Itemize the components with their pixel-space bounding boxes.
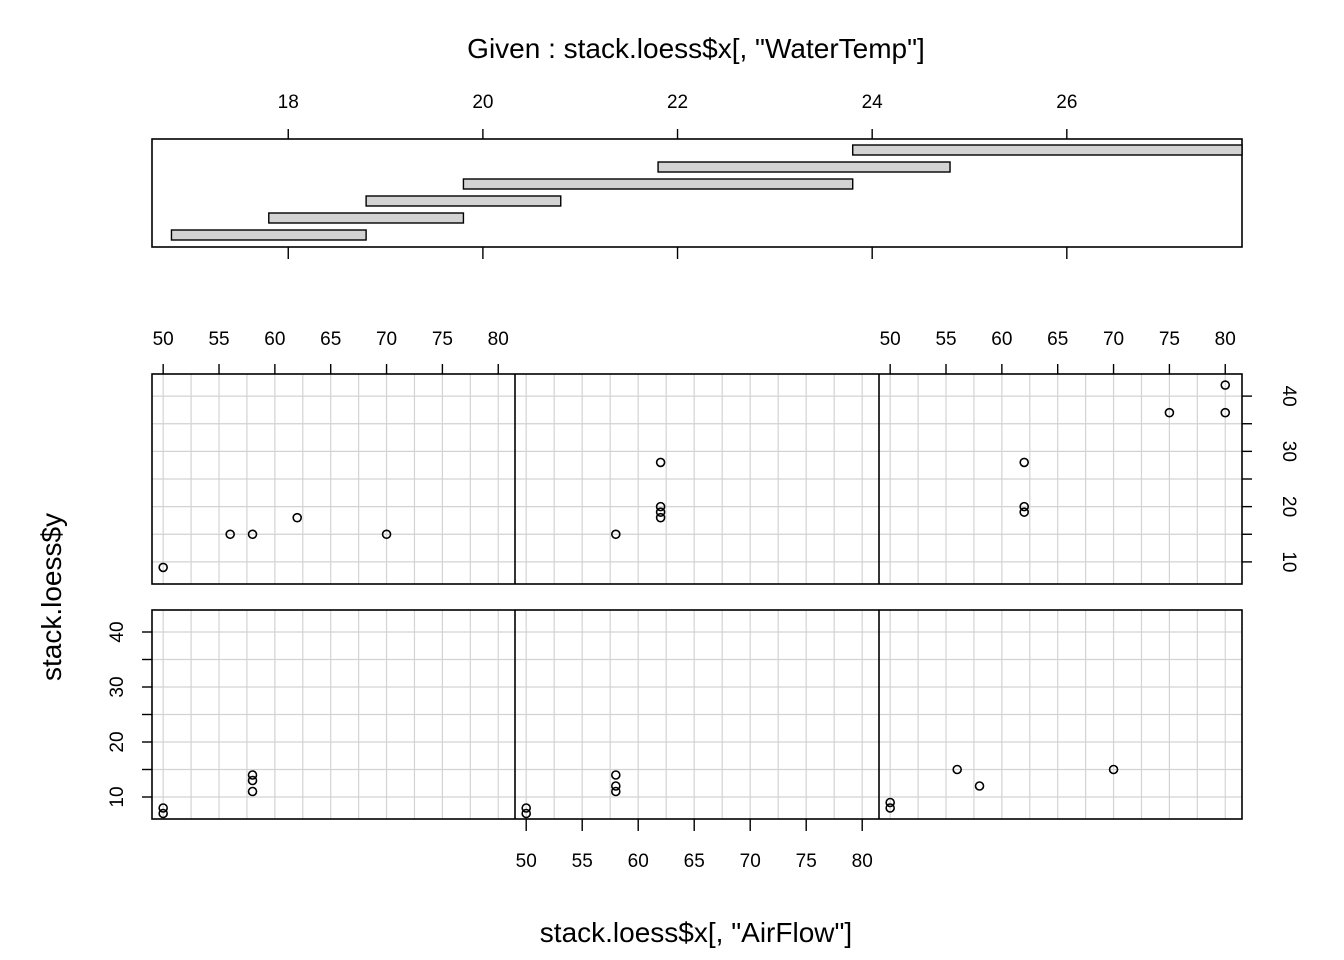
x-axis-tick-label: 80 <box>488 329 509 350</box>
data-point <box>610 529 621 540</box>
given-top-tick-label: 22 <box>667 92 688 113</box>
x-axis-tick-label: 50 <box>516 851 537 872</box>
y-axis-tick-label: 30 <box>107 676 128 697</box>
data-point <box>610 781 621 791</box>
x-axis-tick-label: 60 <box>991 329 1012 350</box>
given-interval-bar <box>462 178 854 190</box>
x-axis-tick-label: 75 <box>796 851 817 872</box>
given-top-tick-label: 18 <box>278 92 299 113</box>
data-point <box>1220 380 1231 390</box>
x-axis-tick-label: 65 <box>1047 329 1068 350</box>
y-axis-tick-label: 40 <box>1278 386 1299 407</box>
y-axis-tick-label: 30 <box>1278 441 1299 462</box>
x-axis-tick-label: 70 <box>1103 329 1124 350</box>
data-point <box>158 808 168 819</box>
x-axis-tick-label: 80 <box>852 851 873 872</box>
given-top-tick-label: 24 <box>862 92 884 113</box>
data-point <box>655 507 666 517</box>
x-axis-tick-label: 65 <box>320 329 341 350</box>
x-axis-tick-label: 75 <box>432 329 453 350</box>
data-point <box>247 529 258 540</box>
given-top-tick-label: 20 <box>472 92 493 113</box>
data-point <box>247 770 258 780</box>
data-point <box>158 803 168 813</box>
data-point <box>655 501 666 512</box>
data-point <box>655 512 666 523</box>
data-point <box>1019 507 1029 517</box>
given-interval-bar <box>170 229 367 241</box>
given-panel-frame <box>151 138 1243 248</box>
data-point <box>292 512 303 523</box>
y-axis-tick-label: 10 <box>107 786 128 807</box>
given-interval-bar <box>268 212 465 224</box>
data-point <box>247 786 258 797</box>
x-axis-tick-label: 80 <box>1215 329 1236 350</box>
x-axis-tick-label: 70 <box>376 329 397 350</box>
data-point <box>1019 457 1029 468</box>
data-point <box>381 529 392 540</box>
x-axis-tick-label: 55 <box>572 851 593 872</box>
x-axis-label: stack.loess$x[, "AirFlow"] <box>540 917 852 948</box>
y-axis-tick-label: 10 <box>1278 551 1299 572</box>
x-axis-tick-label: 70 <box>740 851 761 872</box>
data-point <box>952 764 962 775</box>
given-interval-bar <box>852 144 1243 156</box>
y-axis-tick-label: 40 <box>107 621 128 642</box>
data-point <box>974 781 985 791</box>
given-top-tick-label: 26 <box>1056 92 1077 113</box>
data-point <box>1220 407 1231 418</box>
data-point <box>610 786 621 797</box>
x-axis-tick-label: 75 <box>1159 329 1180 350</box>
data-point <box>158 562 168 573</box>
data-point <box>521 803 532 813</box>
data-point <box>610 770 621 780</box>
data-point <box>521 808 532 819</box>
y-axis-tick-label: 20 <box>107 731 128 752</box>
given-interval-bar <box>657 161 951 173</box>
x-axis-tick-label: 60 <box>264 329 285 350</box>
x-axis-tick-label: 50 <box>153 329 174 350</box>
chart-title: Given : stack.loess$x[, "WaterTemp"] <box>467 33 925 64</box>
x-axis-tick-label: 55 <box>208 329 229 350</box>
y-axis-tick-label: 20 <box>1278 496 1299 517</box>
y-axis-label: stack.loess$y <box>36 513 67 681</box>
x-axis-tick-label: 65 <box>684 851 705 872</box>
scatter-panels: 50 55 60 65 70 75 80 50 55 60 65 70 75 80 50 55 60 65 70 75… <box>107 329 1299 872</box>
data-point <box>247 775 258 786</box>
data-point <box>655 457 666 468</box>
x-axis-tick-label: 55 <box>935 329 956 350</box>
data-point <box>225 529 235 540</box>
given-panel: 18 20 22 24 26 <box>151 92 1243 259</box>
data-point <box>885 803 895 813</box>
data-point <box>885 797 895 808</box>
x-axis-tick-label: 50 <box>880 329 901 350</box>
data-point <box>1164 407 1175 418</box>
x-axis-tick-label: 60 <box>628 851 649 872</box>
data-point <box>1019 501 1029 512</box>
given-interval-bar <box>365 195 562 207</box>
data-point <box>1108 764 1119 775</box>
